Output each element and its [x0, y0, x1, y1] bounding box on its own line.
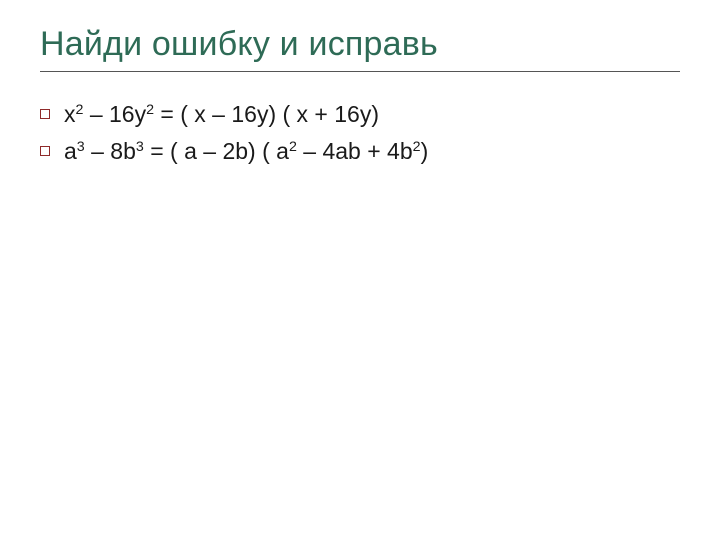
- equation-line-2: a3 – 8b3 = ( a – 2b) ( a2 – 4ab + 4b2): [64, 135, 428, 168]
- bullet-item: a3 – 8b3 = ( a – 2b) ( a2 – 4ab + 4b2): [40, 135, 680, 168]
- bullet-marker-icon: [40, 109, 50, 119]
- equation-line-1: x2 – 16y2 = ( x – 16y) ( x + 16y): [64, 98, 379, 131]
- slide: Найди ошибку и исправь x2 – 16y2 = ( x –…: [0, 0, 720, 540]
- title-underline: Найди ошибку и исправь: [40, 24, 680, 72]
- bullet-marker-icon: [40, 146, 50, 156]
- bullet-item: x2 – 16y2 = ( x – 16y) ( x + 16y): [40, 98, 680, 131]
- slide-title: Найди ошибку и исправь: [40, 24, 680, 65]
